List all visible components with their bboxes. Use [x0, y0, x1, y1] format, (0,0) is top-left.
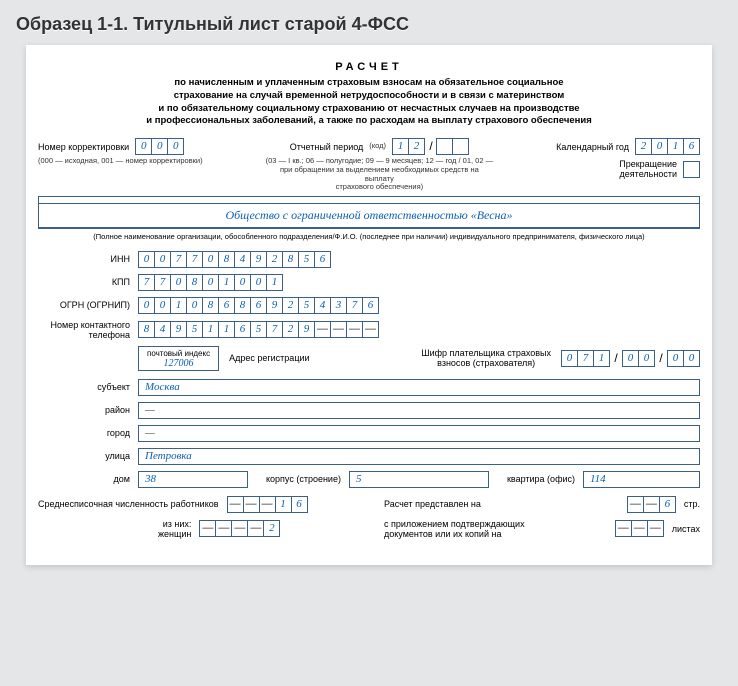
- payer-g2: 00: [622, 350, 655, 367]
- period-code-label: (код): [369, 142, 386, 151]
- kpp-label: КПП: [38, 277, 138, 287]
- payer-g1: 071: [561, 350, 610, 367]
- inn-cells: 007708492856: [138, 251, 331, 268]
- slash: /: [655, 350, 667, 367]
- subject-value: Москва: [138, 379, 700, 396]
- page-header: Образец 1-1. Титульный лист старой 4-ФСС: [0, 0, 738, 45]
- building-label: корпус (строение): [266, 474, 341, 484]
- street-label: улица: [38, 451, 138, 461]
- correction-label: Номер корректировки: [38, 142, 129, 152]
- building-value: 5: [349, 471, 489, 488]
- addr-label: Адрес регистрации: [229, 353, 309, 363]
- org-name-banner: Общество с ограниченной ответственностью…: [39, 203, 699, 228]
- women-cells: ————2: [199, 520, 280, 537]
- district-label: район: [38, 405, 138, 415]
- ogrn-cells: 001086869254376: [138, 297, 379, 314]
- city-value: —: [138, 425, 700, 442]
- postal-label: почтовый индекс: [147, 349, 210, 358]
- subject-label: субъект: [38, 382, 138, 392]
- pages-cells: ——6: [627, 496, 676, 513]
- postal-value: 127006: [147, 358, 210, 369]
- year-label: Календарный год: [556, 142, 629, 152]
- house-value: 38: [138, 471, 248, 488]
- attach-suffix: листах: [672, 524, 700, 534]
- pages-suffix: стр.: [684, 499, 700, 509]
- attach-label: с приложением подтверждающих документов …: [384, 519, 525, 539]
- slash: /: [610, 350, 622, 367]
- women-label: женщин: [158, 529, 191, 539]
- street-value: Петровка: [138, 448, 700, 465]
- termination-label: Прекращение деятельности: [619, 159, 677, 179]
- women-prefix: из них:: [163, 519, 192, 529]
- org-caption: (Полное наименование организации, обособ…: [38, 232, 700, 241]
- phone-cells: 84951165729————: [138, 321, 379, 338]
- payer-code-label: Шифр плательщика страховых взносов (стра…: [421, 348, 551, 368]
- form-subtitle: по начисленным и уплаченным страховым вз…: [38, 77, 700, 128]
- inn-label: ИНН: [38, 254, 138, 264]
- period-note: (03 — I кв.; 06 — полугодие; 09 — 9 меся…: [264, 157, 494, 192]
- flat-label: квартира (офис): [507, 474, 575, 484]
- city-label: город: [38, 428, 138, 438]
- avg-emp-label: Среднесписочная численность работников: [38, 499, 219, 509]
- termination-cell: .: [683, 161, 700, 178]
- district-value: —: [138, 402, 700, 419]
- flat-value: 114: [583, 471, 700, 488]
- kpp-cells: 770801001: [138, 274, 283, 291]
- correction-cells: 000: [135, 138, 184, 155]
- payer-g3: 00: [667, 350, 700, 367]
- form-page: РАСЧЕТ по начисленным и уплаченным страх…: [26, 45, 712, 565]
- period-label: Отчетный период: [290, 142, 364, 152]
- period-cells: 12/: [392, 138, 469, 155]
- correction-note: (000 — исходная, 001 — номер корректиров…: [38, 157, 203, 166]
- pages-label: Расчет представлен на: [384, 499, 481, 509]
- year-cells: 2016: [635, 138, 700, 155]
- form-title: РАСЧЕТ: [38, 61, 700, 73]
- avg-emp-cells: ———16: [227, 496, 308, 513]
- ogrn-label: ОГРН (ОГРНИП): [38, 300, 138, 310]
- house-label: дом: [38, 474, 138, 484]
- postal-box: почтовый индекс 127006: [138, 346, 219, 371]
- phone-label: Номер контактного телефона: [38, 320, 138, 340]
- attach-cells: ———: [615, 520, 664, 537]
